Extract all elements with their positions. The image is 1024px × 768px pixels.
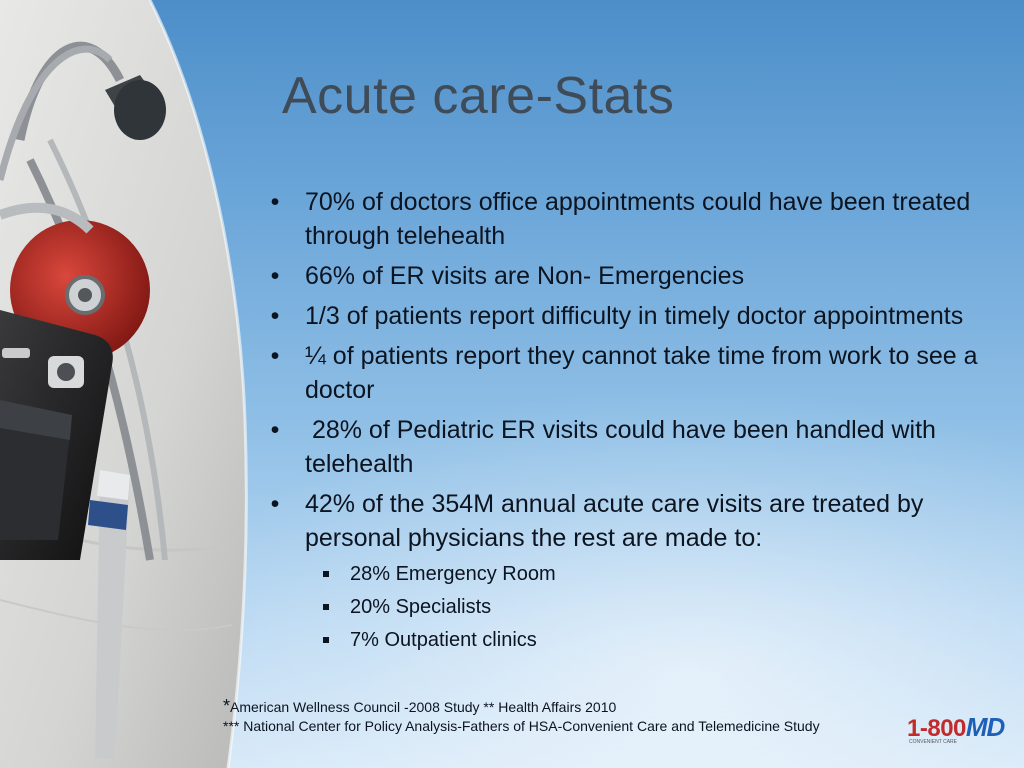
bullet-item: • ¼ of patients report they cannot take … [265,339,1005,407]
bullet-item: • 28% of Pediatric ER visits could have … [265,413,1005,481]
brand-logo: 1-800MD CONVENIENT CARE [907,712,1005,745]
square-bullet-icon [323,604,329,610]
bullet-text: 42% of the 354M annual acute care visits… [305,490,924,552]
sub-bullet-item: 28% Emergency Room [265,561,1005,587]
footnote: *American Wellness Council -2008 Study *… [223,697,820,736]
bullet-text: 28% of Pediatric ER visits could have be… [305,416,943,478]
footnote-star: * [223,696,231,716]
footnote-line-1-text: American Wellness Council -2008 Study **… [230,699,617,715]
bullet-dot-icon: • [270,262,280,290]
bullet-item: • 66% of ER visits are Non- Emergencies [265,259,1005,293]
sub-bullet-text: 7% Outpatient clinics [350,629,537,651]
logo-number: 1-800 [907,715,966,742]
footnote-line-2: *** National Center for Policy Analysis-… [223,718,820,734]
bullet-text: 66% of ER visits are Non- Emergencies [305,262,745,290]
sub-bullet-item: 20% Specialists [265,594,1005,620]
bullet-item: • 70% of doctors office appointments cou… [265,185,1005,253]
logo-letters: MD [965,712,1005,742]
sub-bullet-text: 28% Emergency Room [350,563,556,585]
bullet-item: • 42% of the 354M annual acute care visi… [265,487,1005,555]
bullet-text: 1/3 of patients report difficulty in tim… [305,302,964,330]
sub-bullet-item: 7% Outpatient clinics [265,627,1005,653]
cloud-background [150,380,1024,768]
square-bullet-icon [323,637,329,643]
sub-bullet-text: 20% Specialists [350,596,492,618]
square-bullet-icon [323,571,329,577]
footnote-line-1: *American Wellness Council -2008 Study *… [223,697,820,717]
bullet-dot-icon: • [270,416,280,444]
logo-tagline: CONVENIENT CARE [909,739,957,745]
bullet-text: ¼ of patients report they cannot take ti… [305,342,978,404]
bullet-item: • 1/3 of patients report difficulty in t… [265,299,1005,333]
bullet-dot-icon: • [270,188,280,216]
bullet-dot-icon: • [270,302,280,330]
bullet-text: 70% of doctors office appointments could… [305,188,971,250]
bullet-dot-icon: • [270,342,280,370]
stethoscope-phone-pocket-image [0,0,248,768]
bullet-list: • 70% of doctors office appointments cou… [265,185,1005,660]
slide-title: Acute care-Stats [282,67,675,125]
bullet-dot-icon: • [270,490,280,518]
